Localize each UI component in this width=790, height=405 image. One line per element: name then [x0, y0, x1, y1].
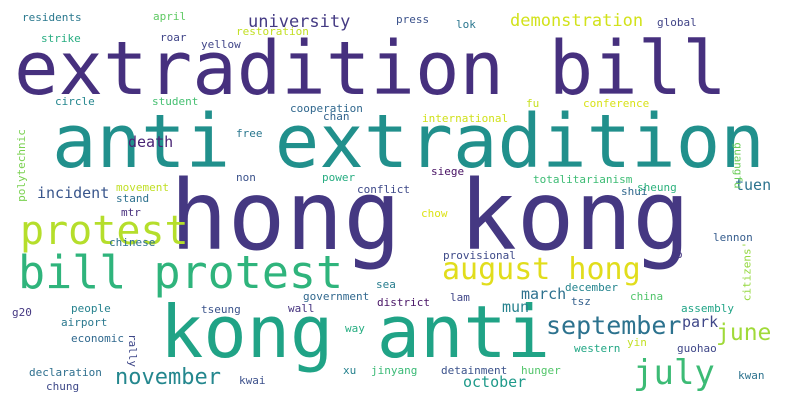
cloud-word: circle: [55, 95, 95, 108]
cloud-word: provisional: [443, 249, 516, 262]
cloud-word: roar: [160, 31, 187, 44]
cloud-word: october: [463, 373, 527, 391]
cloud-word: november: [115, 365, 221, 390]
cloud-word: assembly: [681, 302, 734, 315]
cloud-word: guohao: [677, 342, 717, 355]
cloud-word: kwai: [239, 374, 266, 387]
cloud-word: movement: [116, 181, 169, 194]
cloud-word: mun: [502, 298, 530, 316]
cloud-word: china: [630, 290, 664, 303]
cloud-word: detainment: [441, 364, 508, 377]
cloud-word: free: [236, 127, 263, 140]
cloud-word: incident: [37, 184, 110, 202]
cloud-word: conflict: [357, 183, 410, 196]
cloud-word: park: [682, 313, 719, 331]
cloud-word: tsz: [571, 295, 591, 308]
cloud-word: western: [574, 342, 621, 355]
cloud-word: shui: [621, 185, 648, 198]
cloud-word: fu: [526, 97, 540, 110]
cloud-word: yellow: [201, 38, 241, 51]
cloud-word: tseung: [201, 303, 241, 316]
cloud-word: restoration: [236, 25, 309, 38]
cloud-word: tuen: [735, 176, 772, 194]
cloud-word: chinese: [109, 236, 156, 249]
cloud-word: july: [633, 353, 715, 393]
cloud-word: june: [716, 320, 772, 346]
cloud-word: non: [236, 171, 256, 184]
cloud-word: lennon: [713, 231, 753, 244]
cloud-word: lok: [456, 18, 476, 31]
cloud-word: kwan: [738, 369, 765, 382]
cloud-word: conference: [583, 97, 650, 110]
cloud-word: december: [565, 281, 618, 294]
cloud-word: demonstration: [510, 11, 644, 31]
cloud-word: sea: [376, 278, 396, 291]
cloud-word: guangfu: [731, 142, 745, 189]
cloud-word: cooperation: [290, 102, 363, 115]
cloud-word: power: [322, 171, 356, 184]
cloud-word: death: [128, 133, 174, 151]
cloud-word: august hong: [442, 252, 641, 287]
cloud-word: residents: [22, 11, 82, 24]
cloud-word: extradition bill: [14, 26, 727, 112]
cloud-word: airport: [61, 316, 108, 329]
cloud-word: chow: [421, 207, 448, 220]
cloud-word: chung: [46, 380, 80, 393]
cloud-word: press: [396, 13, 430, 26]
cloud-word: mtr: [121, 206, 141, 219]
cloud-word: citizens': [740, 241, 754, 302]
cloud-word: wall: [288, 302, 315, 315]
cloud-word: xu: [343, 364, 357, 377]
cloud-word: way: [345, 322, 365, 335]
cloud-word: totalitarianism: [533, 173, 633, 186]
cloud-word: lam: [450, 291, 470, 304]
cloud-word: hong kong: [170, 160, 691, 272]
cloud-word: declaration: [29, 366, 102, 379]
cloud-word: international: [422, 112, 509, 125]
cloud-word: protest: [20, 208, 189, 254]
cloud-word: march: [521, 285, 567, 303]
cloud-word: district: [377, 296, 430, 309]
cloud-word: anti extradition: [52, 99, 765, 185]
cloud-word: september: [546, 311, 682, 340]
cloud-word: economic: [71, 332, 124, 345]
cloud-word: strike: [41, 32, 81, 45]
cloud-word: bill protest: [18, 246, 344, 299]
cloud-word: people: [71, 302, 111, 315]
cloud-word: government: [303, 290, 370, 303]
cloud-word: chan: [323, 110, 350, 123]
cloud-word: polytechnic: [14, 129, 28, 202]
cloud-word: student: [152, 95, 199, 108]
cloud-word: g20: [12, 306, 32, 319]
cloud-word: jinyang: [371, 364, 418, 377]
cloud-word: siege: [431, 165, 465, 178]
cloud-word: rally: [126, 333, 140, 368]
cloud-word: hunger: [521, 364, 561, 377]
cloud-word: global: [657, 16, 697, 29]
cloud-word: kong anti: [160, 290, 551, 374]
cloud-word: stand: [116, 192, 150, 205]
cloud-word: o: [676, 248, 683, 261]
cloud-word: yin: [627, 336, 647, 349]
cloud-word: sheung: [637, 181, 677, 194]
cloud-word: april: [153, 10, 187, 23]
cloud-word: university: [248, 12, 351, 32]
